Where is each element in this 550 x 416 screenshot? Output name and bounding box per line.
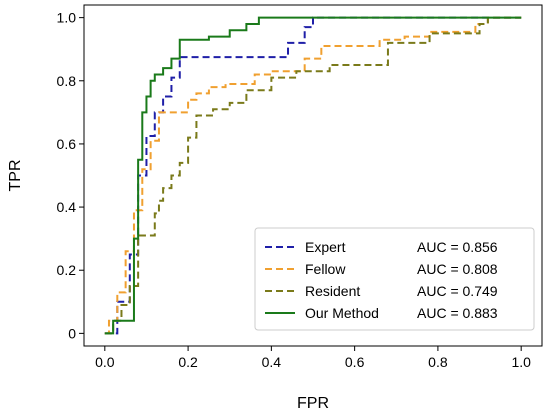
- plot-frame: [83, 4, 543, 347]
- y-tick-label: 0: [68, 325, 76, 341]
- legend-auc: AUC = 0.808: [417, 261, 498, 277]
- legend: Expert AUC = 0.856 Fellow AUC = 0.808 Reside…: [254, 227, 535, 331]
- plot-area: [83, 4, 543, 347]
- series-line-resident: [104, 16, 522, 335]
- legend-label: Expert: [305, 239, 346, 255]
- x-tick-label: 0.2: [178, 354, 198, 370]
- y-tick-label: 0.8: [57, 73, 77, 89]
- x-tick-label: 0.0: [95, 354, 115, 370]
- y-axis-label: TPR: [7, 160, 24, 192]
- legend-box: [254, 227, 535, 331]
- legend-label: Fellow: [305, 261, 346, 277]
- x-tick-label: 0.4: [262, 354, 282, 370]
- axes-layer: 0.0 0.2 0.4 0.6 0.8 1.0 0 0.2 0.4 0.6 0.8 1.0: [57, 10, 532, 370]
- series-layer: [104, 16, 522, 335]
- y-tick-label: 0.6: [57, 136, 77, 152]
- x-tick-label: 0.8: [428, 354, 448, 370]
- x-tick-label: 0.6: [345, 354, 365, 370]
- legend-auc: AUC = 0.883: [417, 305, 498, 321]
- y-tick-label: 0.2: [57, 262, 77, 278]
- legend-label: Resident: [305, 283, 360, 299]
- x-tick-label: 1.0: [511, 354, 531, 370]
- legend-label: Our Method: [305, 305, 379, 321]
- y-tick-label: 1.0: [57, 10, 77, 26]
- y-tick-label: 0.4: [57, 199, 77, 215]
- series-line-expert: [104, 16, 522, 335]
- series-line-our-method: [104, 16, 522, 335]
- legend-auc: AUC = 0.856: [417, 239, 498, 255]
- legend-auc: AUC = 0.749: [417, 283, 498, 299]
- x-axis-label: FPR: [297, 395, 329, 412]
